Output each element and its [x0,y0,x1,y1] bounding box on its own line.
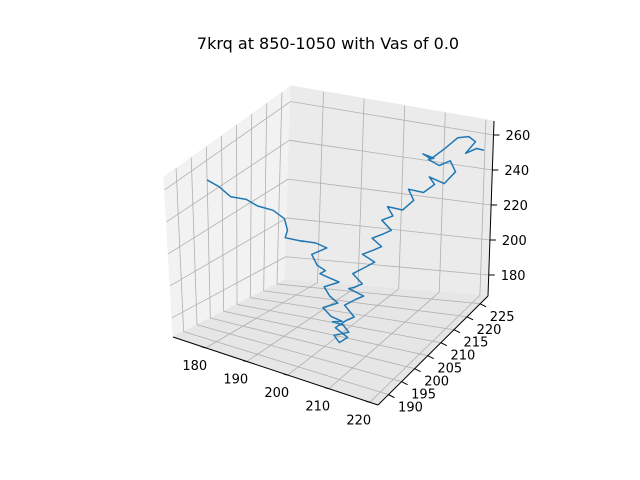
y-tick-label: 220 [477,323,502,338]
x-tick-tick [365,400,370,403]
z-tick-label: 260 [506,129,531,144]
y-grid-floor [263,290,468,318]
series-line-0 [206,135,485,344]
y-tick-tick [466,316,474,321]
y-tick-tick [479,303,487,308]
y-grid-left [205,146,211,319]
z-grid-left [164,101,291,191]
x-grid-floor [287,288,399,376]
grid-lines [164,91,494,403]
y-tick-label: 190 [398,401,423,416]
y-grid-floor [183,331,389,396]
z-grid-back [290,101,494,136]
y-tick-tick [401,381,408,386]
y-tick-tick [388,394,395,399]
x-grid-back [438,112,446,293]
y-tick-tick [440,342,448,347]
y-tick-tick [453,329,461,334]
y-grid-left [190,157,198,325]
y-tick-tick [427,355,434,360]
z-grid-left [171,256,286,319]
y-axis-line [377,295,489,406]
y-tick-label: 200 [424,375,449,390]
x-axis-line [172,336,379,406]
z-axis-line [487,120,495,297]
y-tick-label: 215 [464,336,489,351]
y-grid-floor [276,283,481,305]
x-tick-label: 210 [305,400,330,415]
y-tick-label: 225 [490,310,515,325]
y-tick-label: 205 [437,362,462,377]
y-grid-left [221,135,225,312]
z-grid-left [166,139,290,223]
z-tick-label: 200 [502,234,527,249]
z-grid-back [288,178,492,206]
y-grid-left [263,103,268,291]
x-grid-back [357,98,365,286]
x-tick-label: 180 [182,359,207,374]
z-grid-left [169,217,288,287]
y-grid-floor [210,317,415,370]
z-grid-back [286,217,490,241]
y-tick-label: 210 [450,349,475,364]
x-grid-floor [205,282,318,349]
x-tick-tick [201,346,206,349]
z-tick-label: 220 [503,199,528,214]
y-grid-floor [223,310,428,357]
y-grid-left [249,114,253,298]
x-tick-tick [242,359,247,362]
z-tick-label: 180 [501,269,526,284]
axis-lines [172,120,495,406]
y-grid-floor [196,324,402,383]
tick-labels: 1801902002102201901952002052102152202251… [182,129,530,428]
x-grid-back [398,105,406,289]
y-tick-label: 195 [411,388,436,403]
chart-title: 7krq at 850-1050 with Vas of 0.0 [197,34,459,53]
z-grid-left [168,178,289,255]
z-grid-back [289,139,493,171]
y-grid-left [276,92,283,285]
x-tick-label: 220 [346,413,371,428]
y-tick-tick [414,368,421,373]
x-grid-floor [369,295,481,403]
series-group [206,135,485,344]
z-grid-back [285,256,489,276]
x-grid-floor [328,291,440,389]
y-grid-left [175,168,185,332]
x-grid-back [479,119,487,296]
z-tick-label: 240 [504,164,529,179]
x-tick-tick [324,387,329,390]
x-tick-label: 200 [264,386,289,401]
x-tick-label: 190 [223,372,248,387]
x-grid-floor [246,285,359,362]
x-tick-tick [283,373,288,376]
